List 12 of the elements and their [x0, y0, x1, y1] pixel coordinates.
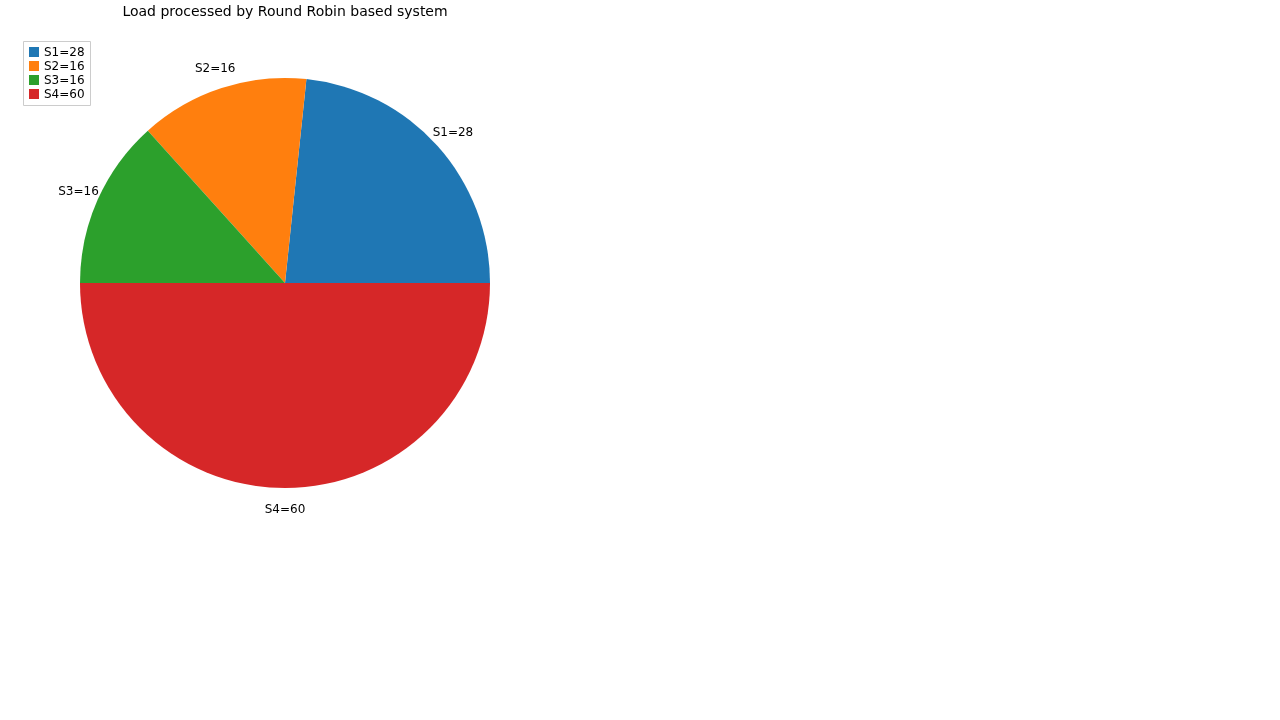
- legend-label: S3=16: [44, 73, 85, 87]
- pie-slice: [285, 79, 490, 283]
- pie-slice: [80, 283, 490, 488]
- legend-label: S1=28: [44, 45, 85, 59]
- slice-label: S3=16: [58, 184, 99, 199]
- slice-label: S4=60: [264, 502, 306, 516]
- pie-slice: [147, 78, 307, 283]
- slice-label: S1=28: [432, 124, 474, 139]
- chart-title: Load processed by Round Robin based system: [122, 3, 448, 19]
- legend-label: S4=60: [44, 87, 85, 101]
- slice-label: S2=16: [194, 61, 236, 76]
- legend-label: S2=16: [44, 59, 85, 73]
